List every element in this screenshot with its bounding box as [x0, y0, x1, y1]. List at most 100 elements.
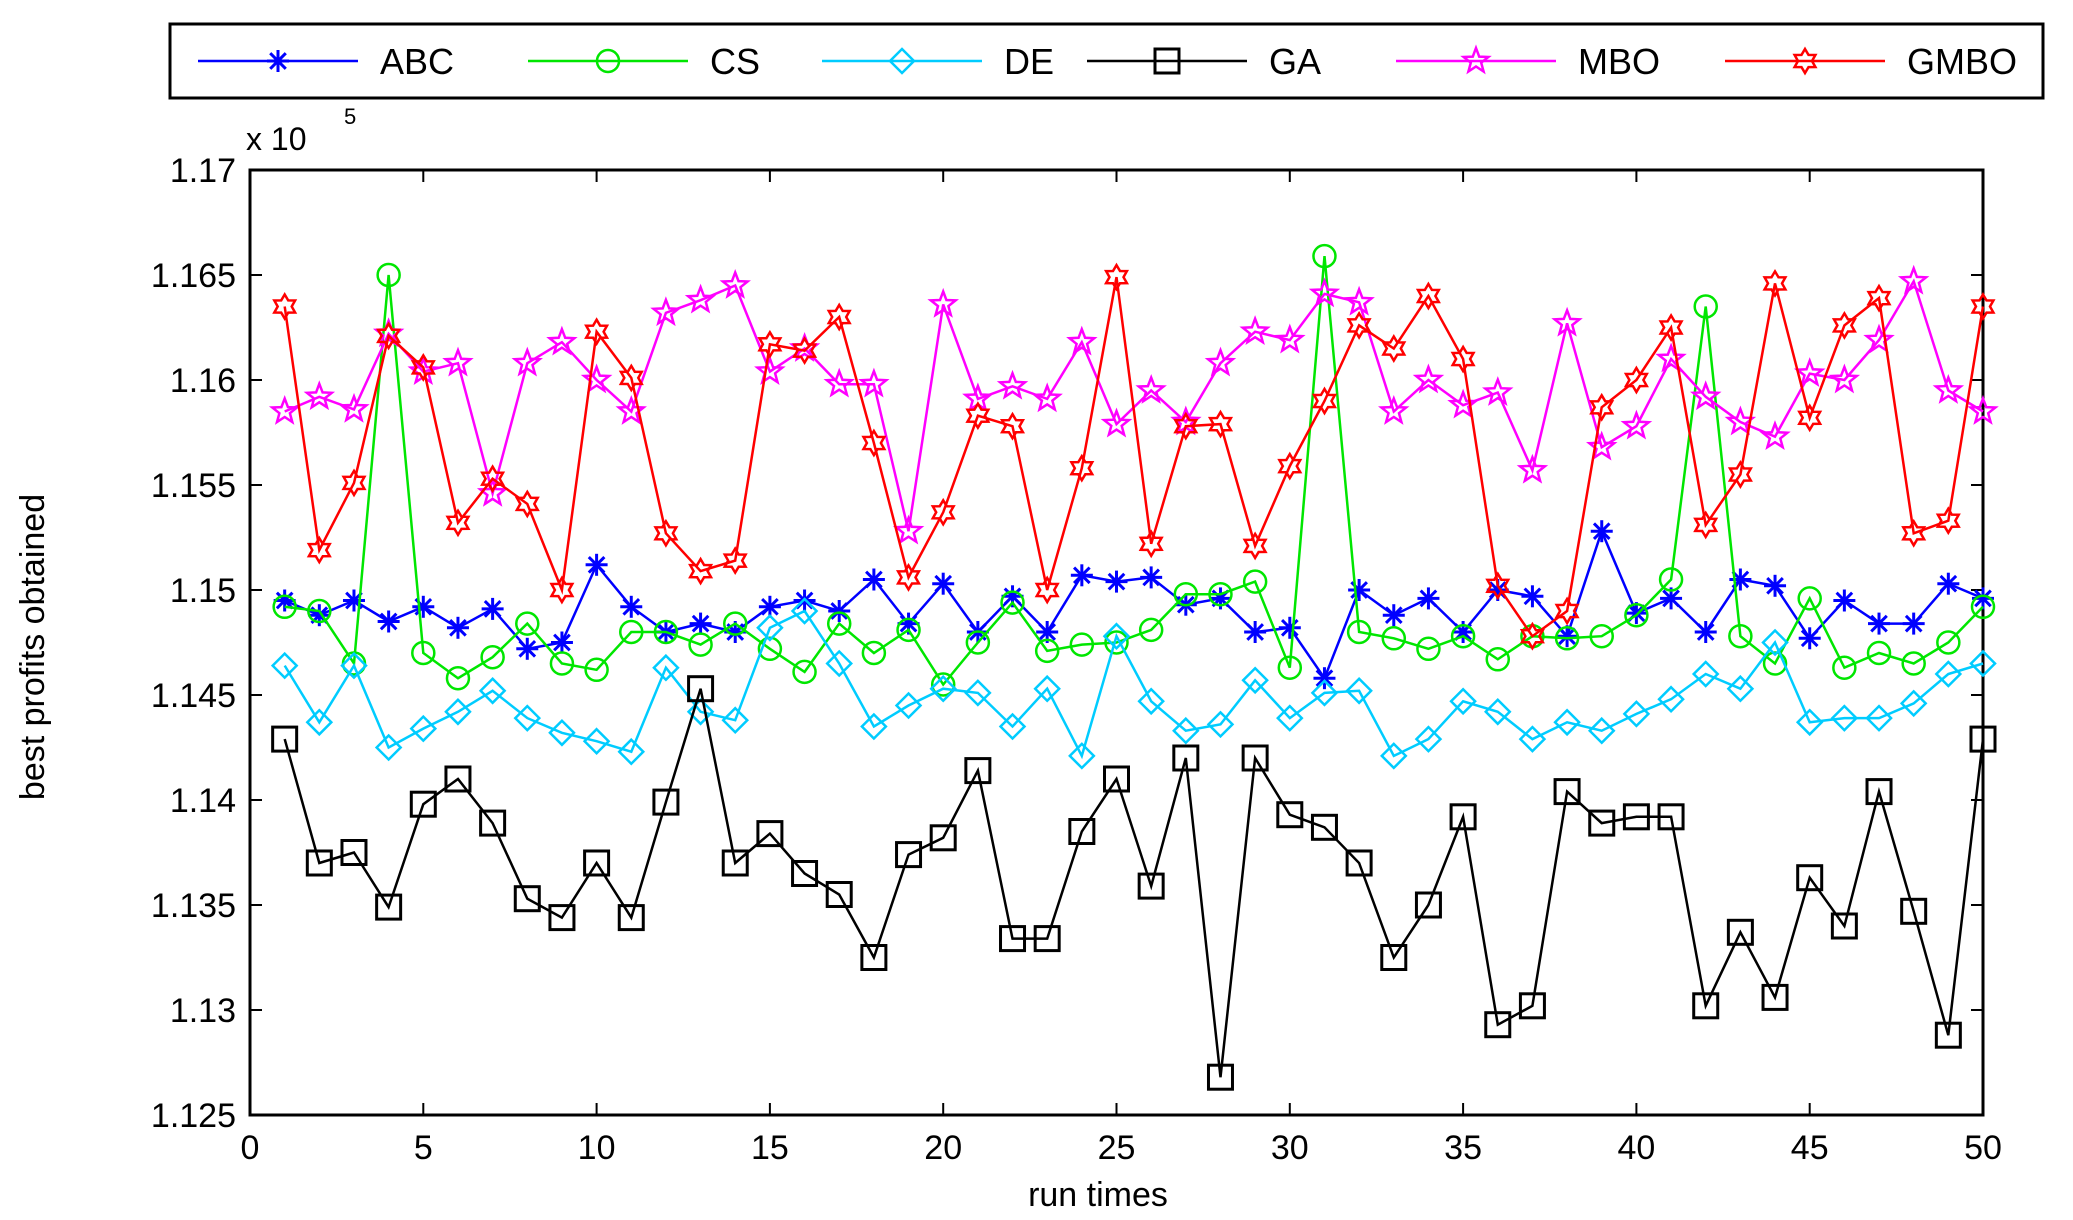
series-gmbo-point: [722, 546, 748, 576]
series-cs-point: [515, 611, 540, 636]
series-mbo-point: [1759, 420, 1791, 451]
series-de-point: [374, 733, 403, 762]
series-mbo-point: [1031, 382, 1063, 413]
series-gmbo-point: [1450, 344, 1476, 374]
series-de-point: [444, 698, 472, 726]
series-mbo-point: [1204, 346, 1237, 377]
x-axis: 0 5 10 15 20 25 30 35 40 45 50: [241, 170, 2002, 1167]
series-gmbo-point: [1381, 334, 1407, 363]
series-de-point: [1726, 674, 1755, 703]
series-abc-point: [689, 612, 712, 635]
series-cs-point: [1381, 626, 1407, 651]
series-abc-point: [550, 631, 573, 654]
series-ga-point: [1518, 992, 1546, 1020]
series-abc-point: [1556, 625, 1579, 648]
series-abc-point: [1278, 616, 1301, 639]
series-mbo-point: [996, 369, 1029, 400]
series-gmbo-point: [1693, 510, 1719, 540]
series-ga-point: [1137, 872, 1165, 900]
series-mbo-point: [1100, 407, 1133, 438]
series-de-point: [1033, 674, 1061, 703]
x-tick-label: 45: [1791, 1129, 1829, 1167]
series-abc-point: [1140, 566, 1163, 589]
series-de-point: [998, 712, 1027, 741]
series-abc-point: [1729, 568, 1752, 591]
series-gmbo-point: [861, 428, 887, 458]
series-cs-point: [480, 644, 505, 670]
series-cs-point: [1866, 640, 1892, 666]
series-de-point: [1622, 700, 1651, 728]
series-abc-point: [1244, 621, 1267, 643]
series-gmbo-point: [480, 464, 506, 494]
series-cs-point: [1000, 590, 1025, 615]
series-de-point: [582, 727, 611, 755]
x-tick-label: 35: [1444, 1129, 1482, 1167]
series-ga-point: [929, 824, 957, 852]
series-ga-point: [340, 839, 368, 866]
series-ga-point: [1484, 1011, 1512, 1039]
series-ga-point: [583, 849, 611, 877]
x-tick-label: 10: [578, 1129, 616, 1167]
series-abc-point: [1902, 612, 1925, 635]
series-ga-point: [895, 841, 923, 869]
series-ga-point: [1900, 897, 1928, 925]
series-cs-point: [861, 640, 887, 666]
series-mbo-point: [1273, 323, 1306, 354]
series-cs-point: [272, 594, 297, 620]
series-ga-point: [791, 860, 819, 887]
y-axis: 1.125 1.13 1.135 1.14 1.145 1.15 1.155 1.16 1.16…: [151, 152, 1983, 1135]
series-gmbo-point: [549, 575, 575, 605]
series-cs-point: [965, 630, 991, 655]
series-de-point: [548, 719, 576, 747]
series-ga-point: [409, 790, 437, 818]
series-gmbo-point: [930, 497, 956, 527]
series-cs-point: [930, 672, 956, 697]
series-mbo-point: [684, 283, 717, 314]
series-ga-point: [1830, 912, 1858, 940]
y-tick-label: 1.17: [170, 152, 236, 190]
legend-label: GA: [1269, 41, 1321, 82]
series-cs-point: [1069, 632, 1095, 657]
series-cs-point: [1970, 594, 1996, 620]
series-de-point: [929, 674, 957, 703]
series-de-point: [1102, 622, 1131, 650]
series-abc-point: [1868, 612, 1891, 635]
series-gmbo-point: [792, 336, 818, 366]
series-mbo-point: [1690, 380, 1722, 411]
series-de-point: [860, 712, 888, 741]
series-de-point: [478, 677, 507, 705]
legend-item-cs: CS: [528, 41, 760, 82]
series-ga-point: [999, 925, 1027, 953]
series-cs-point: [1346, 619, 1372, 645]
series-mbo-point: [1828, 363, 1861, 394]
series-de-point: [1553, 708, 1581, 737]
series-cs-point: [1242, 569, 1268, 594]
series-ga-point: [1449, 803, 1477, 831]
series-gmbo-point: [1069, 453, 1095, 483]
series-cs-point: [411, 640, 436, 666]
x-tick-label: 5: [414, 1129, 433, 1167]
series-gmbo-point: [1623, 365, 1649, 395]
series-gmbo-point: [1138, 529, 1164, 559]
series-ga-point: [1033, 925, 1061, 953]
series-cs-point: [1693, 294, 1718, 319]
series-de-point: [409, 714, 438, 743]
series-cs: [272, 243, 1996, 697]
series-abc-point: [897, 612, 920, 635]
series-cs-point: [1624, 602, 1649, 628]
series-ga-point: [652, 788, 680, 816]
series-mbo-point: [823, 367, 855, 398]
legend-marker: [1792, 46, 1818, 76]
series-mbo-point: [1655, 342, 1687, 373]
legend-marker: [888, 47, 916, 75]
series-ga-point: [444, 765, 472, 793]
series-gmbo-point: [1970, 292, 1996, 321]
series-abc-point: [1417, 587, 1440, 610]
series-mbo-point: [650, 296, 682, 327]
series-abc-point: [377, 610, 400, 633]
series-mbo-point: [1378, 394, 1410, 425]
series-de-point: [1691, 660, 1720, 688]
series-gmbo-point: [410, 352, 436, 382]
series-mbo-point: [754, 355, 786, 385]
